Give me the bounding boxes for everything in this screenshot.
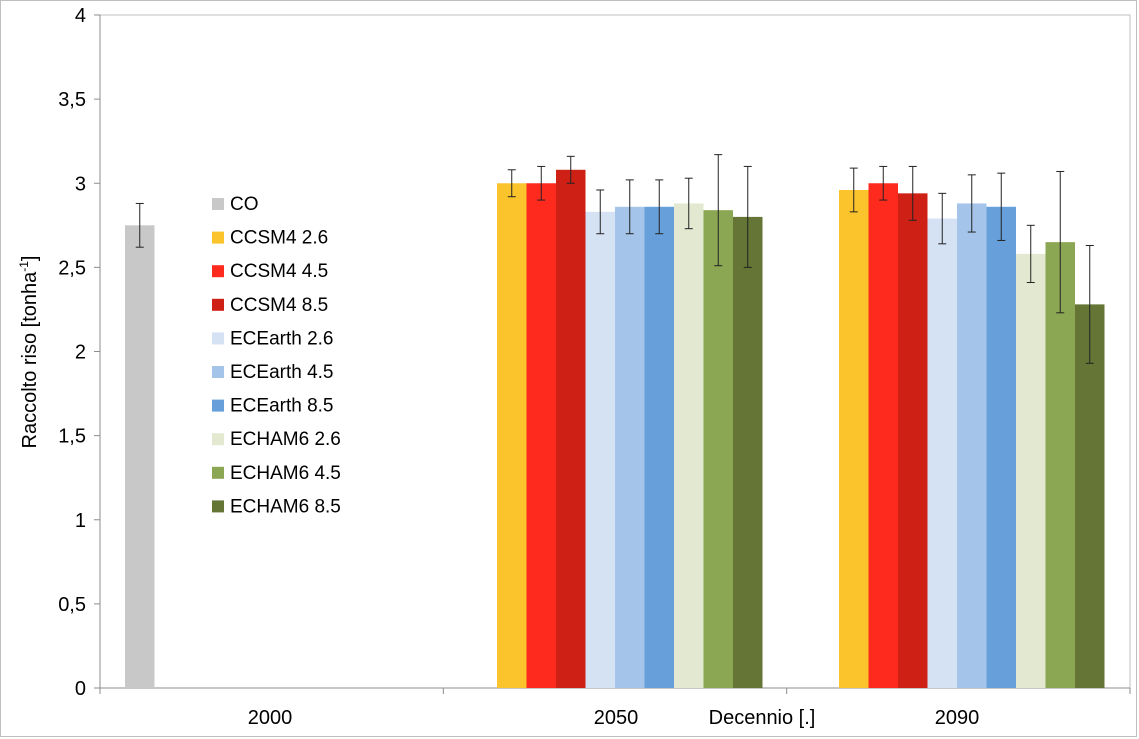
- bar: [585, 211, 615, 689]
- legend-swatch: [212, 198, 224, 210]
- x-tick-label: 2050: [594, 707, 639, 729]
- bar: [839, 189, 869, 689]
- bar: [644, 206, 674, 688]
- legend-label: CO: [230, 194, 259, 215]
- bar: [957, 203, 987, 688]
- legend-swatch: [212, 466, 224, 479]
- bar: [927, 218, 957, 688]
- bar: [556, 169, 586, 689]
- legend-label: CCSM4 8.5: [230, 295, 328, 316]
- y-axis-label: Raccolto riso [tonha-1]: [17, 256, 41, 449]
- bar: [703, 210, 733, 689]
- legend-label: ECHAM6 2.6: [230, 429, 341, 450]
- legend-label: ECHAM6 8.5: [230, 496, 341, 517]
- y-tick-label: 1: [75, 510, 86, 532]
- y-tick-label: 4: [75, 5, 86, 27]
- bar: [497, 183, 527, 688]
- legend-label: ECEarth 8.5: [230, 396, 334, 417]
- bars: [125, 169, 1105, 689]
- legend: CO CCSM4 2.6 CCSM4 4.5 CCSM4 8.5 ECEarth 2.6…: [212, 194, 341, 517]
- legend-label: CCSM4 4.5: [230, 261, 328, 282]
- legend-swatch: [212, 231, 224, 244]
- bar: [1075, 304, 1105, 688]
- y-tick-label: 0,5: [58, 594, 86, 616]
- y-tick-label: 3: [75, 173, 86, 195]
- bar: [526, 183, 556, 688]
- bar: [1045, 242, 1075, 688]
- y-tick-label: 1,5: [58, 426, 86, 448]
- bar: [615, 206, 645, 688]
- y-tick-label: 2: [75, 342, 86, 364]
- legend-swatch: [212, 332, 224, 345]
- legend-swatch: [212, 433, 224, 446]
- bar: [125, 225, 155, 688]
- legend-swatch: [212, 366, 224, 378]
- legend-swatch: [212, 298, 224, 311]
- legend-swatch: [212, 500, 224, 513]
- legend-label: ECHAM6 4.5: [230, 463, 341, 484]
- x-axis-label: Decennio [.]: [709, 707, 816, 729]
- legend-label: ECEarth 2.6: [230, 328, 334, 349]
- legend-swatch: [212, 399, 224, 412]
- bar: [674, 203, 704, 688]
- y-tick-label: 3,5: [58, 89, 86, 111]
- bar: [898, 193, 928, 688]
- legend-swatch: [212, 265, 224, 278]
- bar: [1016, 253, 1046, 689]
- legend-label: CCSM4 2.6: [230, 228, 328, 249]
- y-tick-label: 2,5: [58, 257, 86, 279]
- bar: [733, 216, 763, 688]
- error-bars: [135, 154, 1094, 364]
- legend-label: ECEarth 4.5: [230, 362, 334, 383]
- bar: [986, 206, 1016, 688]
- x-tick-label: 2000: [248, 707, 293, 729]
- y-tick-label: 0: [75, 678, 86, 700]
- bar: [868, 183, 898, 688]
- x-tick-label: 2090: [935, 707, 980, 729]
